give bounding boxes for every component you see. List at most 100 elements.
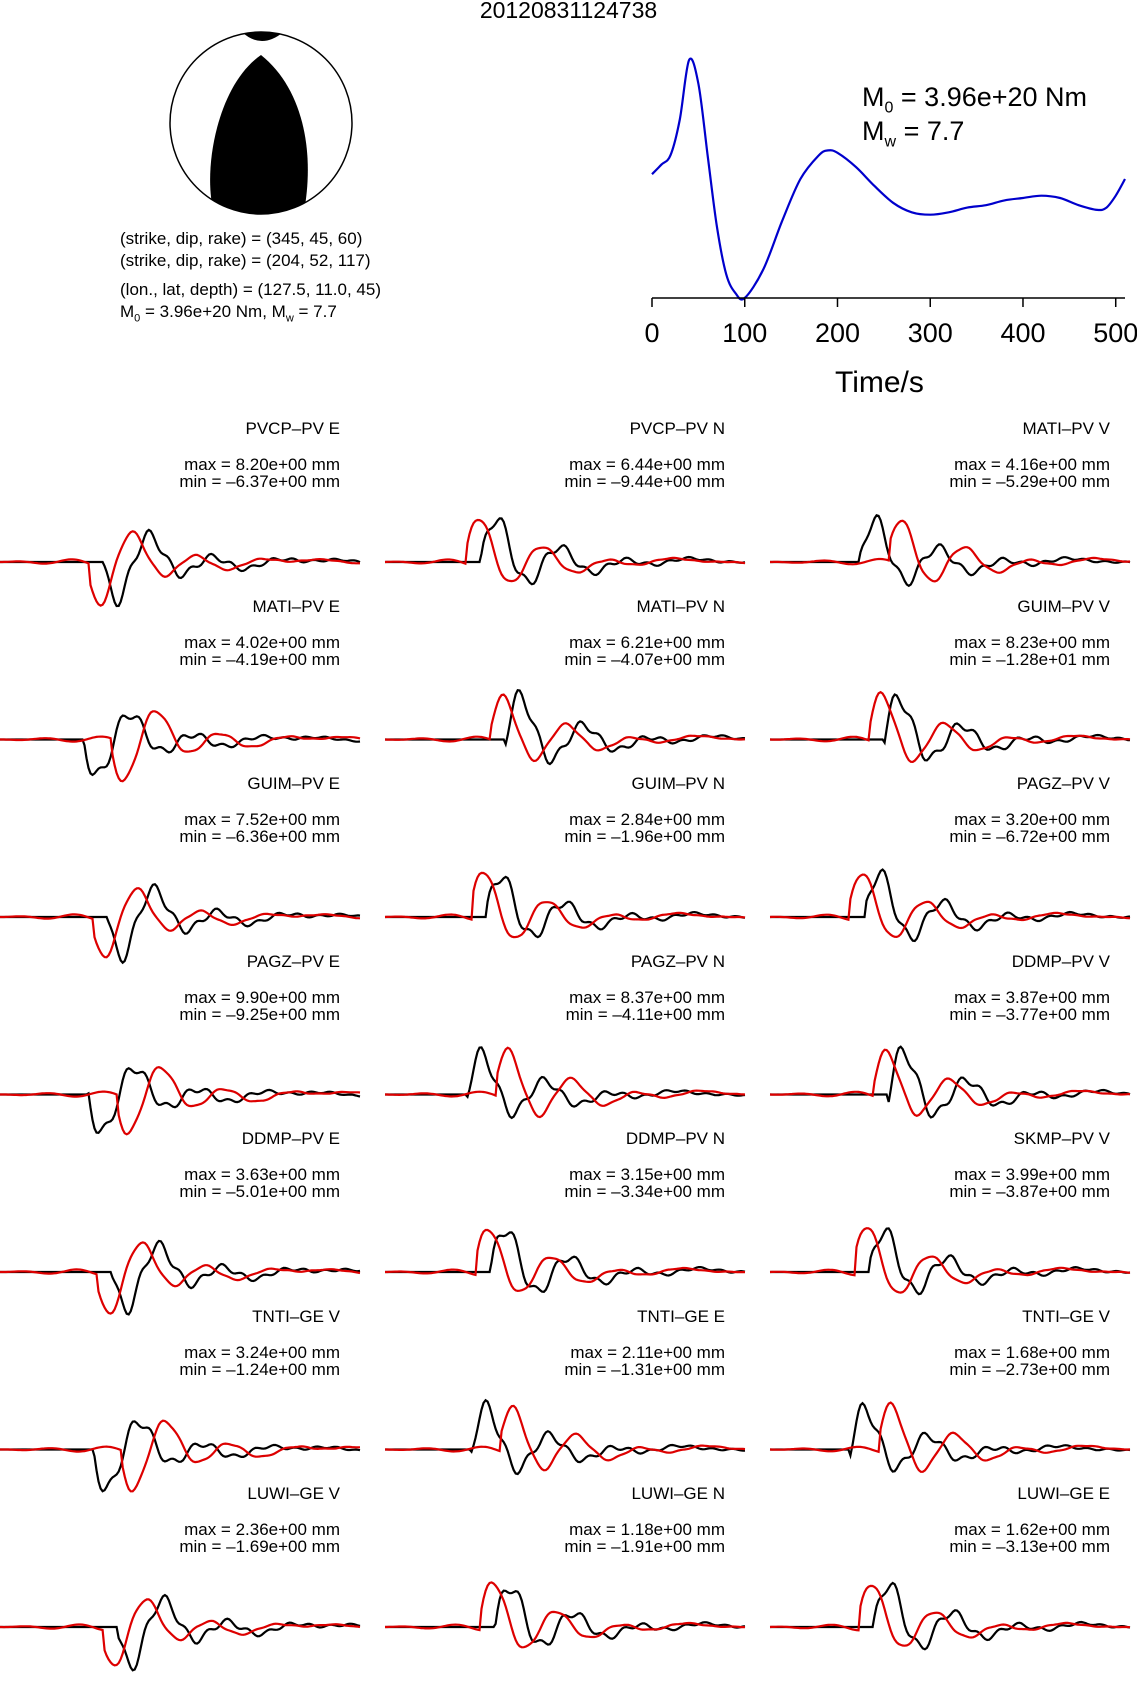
trace-station-label: PVCP–PV E: [245, 419, 341, 438]
synthetic-waveform: [0, 887, 361, 959]
synthetic-waveform: [769, 1584, 1131, 1647]
observed-waveform: [385, 517, 746, 586]
trace-max-label: max = 3.87e+00 mm: [954, 987, 1110, 1007]
trace-station-label: MATI–PV V: [1022, 419, 1110, 438]
synthetic-waveform: [0, 530, 360, 607]
observed-waveform: [0, 528, 361, 608]
waveform-panels: [0, 514, 1131, 1672]
synthetic-waveform: [0, 710, 361, 783]
synthetic-waveform: [0, 1066, 361, 1136]
trace-panel: [385, 1046, 746, 1120]
trace-panel: [0, 1239, 361, 1316]
trace-min-label: min = –1.31e+00 mm: [564, 1359, 725, 1379]
trace-max-label: max = 3.63e+00 mm: [184, 1165, 340, 1184]
trace-station-label: LUWI–GE E: [1017, 1484, 1110, 1503]
trace-station-label: SKMP–PV V: [1013, 1129, 1110, 1148]
trace-max-label: max = 1.68e+00 mm: [954, 1342, 1110, 1362]
trace-max-label: max = 2.11e+00 mm: [570, 1342, 725, 1362]
trace-max-label: max = 2.36e+00 mm: [184, 1520, 340, 1539]
trace-min-label: min = –3.77e+00 mm: [949, 1004, 1110, 1024]
stf-x-tick-label: 200: [815, 318, 860, 348]
trace-max-label: max = 6.44e+00 mm: [569, 455, 725, 474]
observed-waveform: [0, 1420, 361, 1493]
synthetic-waveform: [0, 1419, 360, 1493]
trace-panel: [770, 514, 1131, 588]
stf-x-axis-label: Time/s: [835, 366, 924, 399]
trace-station-label: PAGZ–PV E: [246, 951, 340, 971]
observed-waveform: [385, 1046, 746, 1120]
trace-min-label: min = –4.07e+00 mm: [564, 649, 725, 669]
synthetic-waveform: [384, 871, 746, 939]
trace-panel: [769, 1581, 1131, 1651]
trace-panel: [769, 1227, 1131, 1296]
synthetic-waveform: [385, 1404, 746, 1472]
trace-min-label: min = –3.87e+00 mm: [949, 1182, 1110, 1201]
trace-max-label: max = 3.20e+00 mm: [954, 810, 1110, 829]
trace-station-label: PAGZ–PV V: [1016, 774, 1110, 793]
trace-max-label: max = 2.84e+00 mm: [569, 810, 725, 829]
trace-max-label: max = 9.90e+00 mm: [184, 987, 340, 1007]
trace-station-label: DDMP–PV E: [241, 1129, 340, 1148]
observed-waveform: [385, 875, 746, 939]
trace-station-label: PAGZ–PV N: [630, 951, 725, 971]
beachball-compression-main: [210, 55, 308, 214]
trace-panel: [769, 1045, 1131, 1119]
trace-panel: [769, 1401, 1131, 1473]
trace-max-label: max = 7.52e+00 mm: [184, 810, 340, 829]
stf-x-tick-label: 300: [908, 318, 953, 348]
trace-min-label: min = –1.96e+00 mm: [564, 827, 725, 846]
synthetic-waveform: [769, 1401, 1131, 1473]
observed-waveform: [385, 1398, 746, 1476]
observed-waveform: [0, 1239, 361, 1316]
trace-min-label: min = –1.24e+00 mm: [179, 1359, 340, 1379]
trace-station-label: MATI–PV E: [252, 596, 340, 616]
trace-min-label: min = –9.25e+00 mm: [179, 1004, 340, 1024]
observed-waveform: [770, 514, 1131, 588]
synthetic-waveform: [769, 690, 1131, 764]
trace-panel: [0, 528, 361, 608]
synthetic-waveform: [385, 1228, 745, 1293]
stf-curve: [651, 57, 1126, 301]
trace-panel: [384, 517, 746, 586]
observed-waveform: [0, 1067, 361, 1134]
trace-max-label: max = 3.99e+00 mm: [954, 1165, 1110, 1184]
trace-panel: [0, 710, 361, 783]
synthetic-waveform: [769, 1227, 1131, 1294]
stf-m0-annotation: M0 = 3.96e+20 Nm: [862, 82, 1088, 117]
trace-max-label: max = 1.18e+00 mm: [569, 1520, 725, 1539]
beachball: [169, 31, 353, 215]
trace-station-label: LUWI–GE V: [247, 1484, 340, 1503]
trace-max-label: max = 1.62e+00 mm: [954, 1520, 1110, 1539]
trace-panel: [384, 688, 746, 766]
mechanism-plane-2: (strike, dip, rake) = (204, 52, 117): [120, 251, 371, 270]
trace-panel: [0, 1066, 361, 1136]
stf-x-tick-label: 400: [1000, 318, 1045, 348]
trace-station-label: GUIM–PV N: [631, 774, 725, 793]
trace-panel: [769, 690, 1131, 764]
trace-station-label: GUIM–PV E: [247, 774, 340, 793]
trace-panel: [385, 1228, 746, 1293]
trace-min-label: min = –1.69e+00 mm: [179, 1537, 340, 1556]
stf-x-tick-label: 100: [722, 318, 767, 348]
synthetic-waveform: [769, 1048, 1130, 1117]
observed-waveform: [770, 1227, 1131, 1296]
mechanism-moment: M0 = 3.96e+20 Nm, Mw = 7.7: [120, 302, 337, 325]
trace-panel: [0, 1419, 361, 1493]
trace-panel: [0, 882, 361, 965]
trace-station-label: LUWI–GE N: [631, 1484, 725, 1503]
synthetic-waveform: [0, 1241, 361, 1315]
stf-plot: 0 100 200 300 400 500: [644, 57, 1137, 348]
observed-waveform: [385, 1231, 746, 1293]
trace-max-label: max = 8.37e+00 mm: [569, 987, 725, 1007]
trace-max-label: max = 4.02e+00 mm: [184, 632, 340, 652]
observed-waveform: [385, 1589, 746, 1646]
trace-min-label: min = –4.11e+00 mm: [565, 1004, 725, 1024]
trace-panel: [384, 871, 746, 939]
trace-max-label: max = 3.24e+00 mm: [184, 1342, 340, 1362]
observed-waveform: [770, 1401, 1131, 1473]
synthetic-waveform: [769, 873, 1131, 939]
trace-station-label: PVCP–PV N: [629, 419, 725, 438]
trace-station-label: DDMP–PV V: [1011, 951, 1110, 971]
trace-min-label: min = –6.36e+00 mm: [179, 827, 340, 846]
